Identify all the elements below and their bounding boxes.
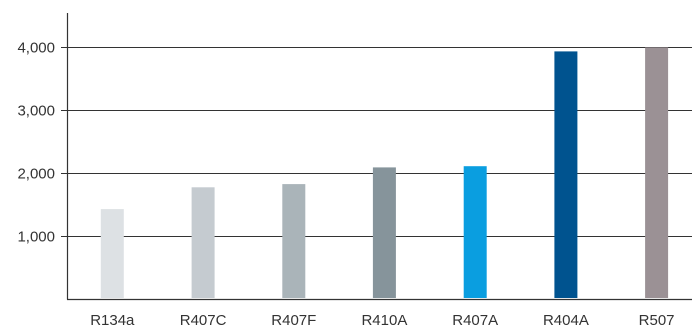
x-tick-label: R407F: [271, 312, 316, 329]
bars: [100, 47, 669, 299]
y-tick-label: 1,000: [17, 229, 55, 246]
x-tick-label: R407A: [452, 312, 498, 329]
y-tick-label: 3,000: [17, 103, 55, 120]
axes: [61, 13, 692, 301]
y-tick-label: 4,000: [17, 40, 55, 57]
bar-r507: [645, 47, 669, 299]
bar-r134a: [100, 209, 124, 298]
y-tick-label: 2,000: [17, 166, 55, 183]
y-tick-labels: 1,000 2,000 3,000 4,000: [17, 40, 55, 246]
x-tick-label: R507: [639, 312, 675, 329]
x-tick-labels: R134a R407C R407F R410A R407A R404A R507: [90, 312, 674, 329]
bar-r407f: [282, 184, 306, 298]
x-tick-label: R134a: [90, 312, 135, 329]
bar-r407c: [191, 187, 215, 298]
bar-r410a: [372, 167, 396, 298]
x-tick-label: R410A: [361, 312, 407, 329]
bar-r404a: [554, 51, 578, 299]
bar-r407a: [463, 166, 487, 298]
x-tick-label: R407C: [180, 312, 227, 329]
x-tick-label: R404A: [543, 312, 589, 329]
